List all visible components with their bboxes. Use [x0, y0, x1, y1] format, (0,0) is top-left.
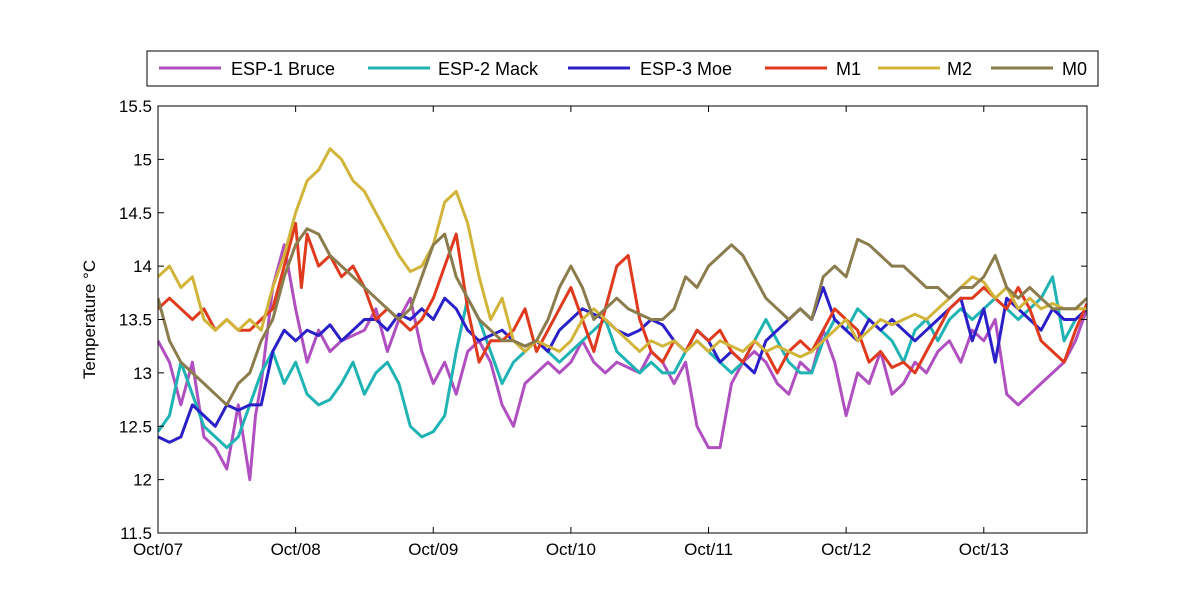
x-tick-label: Oct/10 — [546, 540, 596, 559]
series-line-m2 — [158, 147, 1087, 359]
x-tick-label: Oct/11 — [684, 540, 733, 559]
y-tick-label: 15 — [133, 150, 152, 169]
y-tick-label: 13 — [133, 364, 152, 383]
y-tick-label: 12.5 — [119, 417, 152, 436]
x-tick-label: Oct/08 — [271, 540, 321, 559]
x-tick-label: Oct/12 — [821, 540, 871, 559]
y-tick-label: 14 — [133, 257, 152, 276]
legend: ESP-1 Bruce ESP-2 Mack ESP-3 Moe M1 M2 M0 — [146, 50, 1099, 87]
series-line-m1 — [158, 221, 1087, 375]
y-tick-label: 11.5 — [120, 524, 152, 543]
x-tick-label: Oct/07 — [133, 540, 183, 559]
series-line-esp-1-bruce — [158, 243, 1087, 482]
series-line-esp-3-moe — [158, 286, 1087, 444]
series-group — [158, 147, 1087, 482]
legend-label: ESP-3 Moe — [640, 59, 732, 79]
y-axis-label: Temperature °C — [80, 260, 99, 379]
x-axis: Oct/07 Oct/08 Oct/09 Oct/10 Oct/11 Oct/12 Oct/… — [133, 106, 1009, 559]
series-line-esp-2-mack — [158, 275, 1087, 450]
legend-label: ESP-1 Bruce — [231, 59, 335, 79]
y-tick-label: 13.5 — [119, 311, 152, 330]
legend-label: M0 — [1062, 59, 1087, 79]
legend-label: ESP-2 Mack — [438, 59, 539, 79]
x-tick-label: Oct/13 — [959, 540, 1009, 559]
y-tick-label: 12 — [133, 471, 152, 490]
x-tick-label: Oct/09 — [408, 540, 458, 559]
y-axis: 11.5 12 12.5 13 13.5 14 14.5 15 15.5 — [119, 97, 1087, 543]
y-tick-label: 14.5 — [119, 204, 152, 223]
legend-label: M1 — [836, 59, 861, 79]
legend-label: M2 — [947, 59, 972, 79]
series-line-m0 — [158, 227, 1087, 407]
y-tick-label: 15.5 — [119, 97, 152, 116]
